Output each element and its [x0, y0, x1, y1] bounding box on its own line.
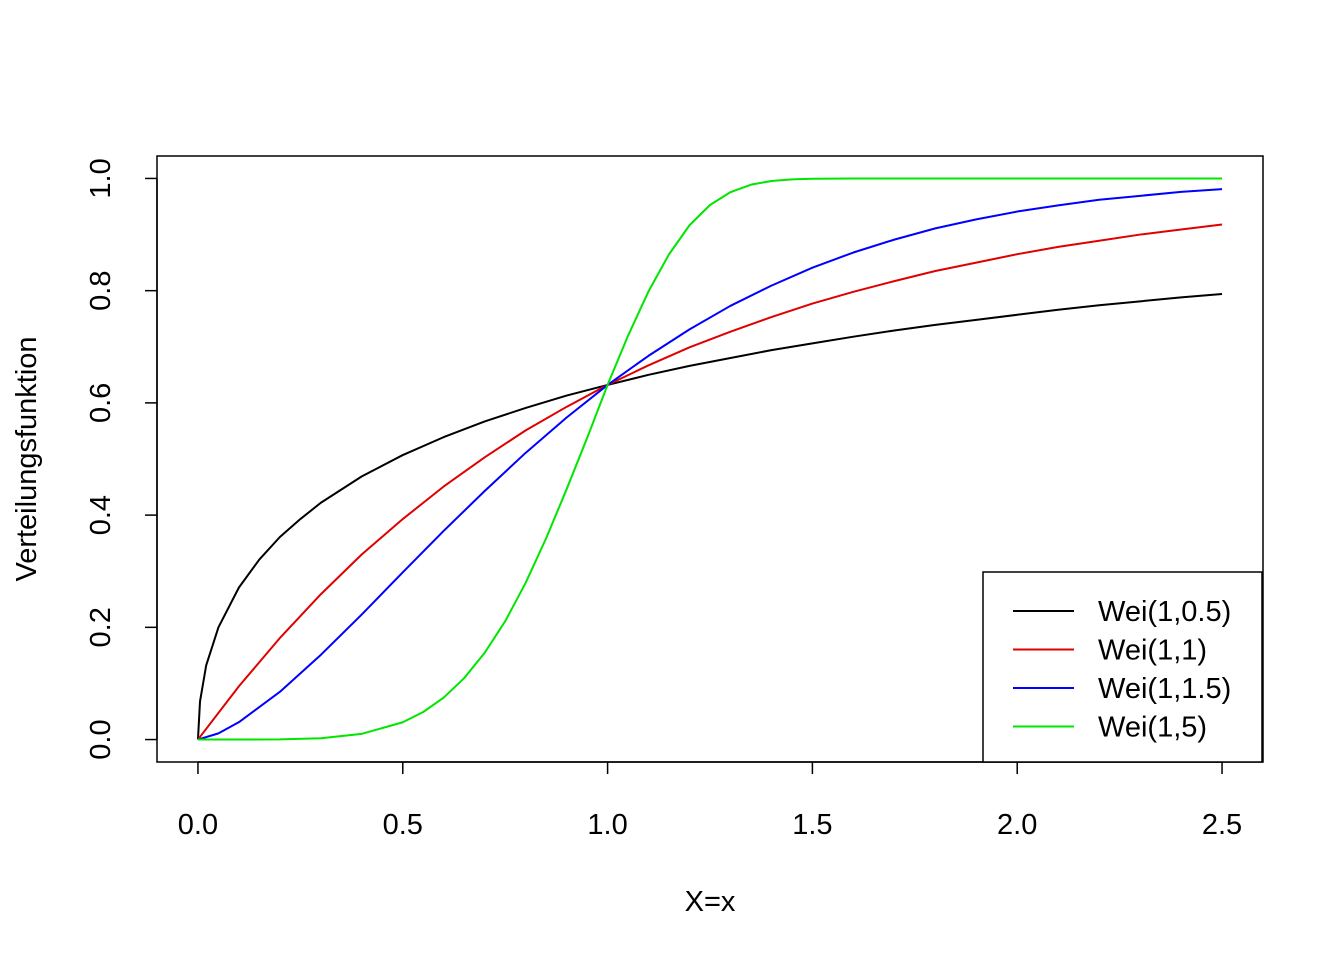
x-axis-title: X=x [685, 886, 736, 918]
y-tick-label: 0.4 [85, 495, 117, 535]
legend-label-2: Wei(1,1.5) [1098, 673, 1231, 705]
x-tick-label: 0.0 [178, 809, 218, 841]
y-axis: 0.0 0.2 0.4 0.6 0.8 1.0 [85, 158, 158, 760]
x-tick-label: 2.5 [1202, 809, 1242, 841]
y-tick-label: 0.6 [85, 383, 117, 423]
legend-label-1: Wei(1,1) [1098, 635, 1207, 667]
x-tick-label: 1.5 [792, 809, 832, 841]
series-layer [196, 177, 1223, 741]
y-tick-label: 0.2 [85, 607, 117, 647]
series-line-1 [197, 223, 1223, 741]
x-tick-label: 1.0 [587, 809, 627, 841]
x-axis: 0.0 0.5 1.0 1.5 2.0 2.5 [178, 761, 1242, 841]
legend: Wei(1,0.5) Wei(1,1) Wei(1,1.5) Wei(1,5) [982, 571, 1263, 763]
legend-box [982, 571, 1263, 763]
y-axis-title: Verteilungsfunktion [11, 336, 43, 581]
y-tick-label: 1.0 [85, 158, 117, 198]
y-tick-label: 0.8 [85, 271, 117, 311]
legend-label-0: Wei(1,0.5) [1098, 596, 1231, 628]
x-tick-label: 0.5 [383, 809, 423, 841]
y-tick-label: 0.0 [85, 719, 117, 759]
series-line-3 [197, 177, 1223, 741]
series-line-2 [197, 188, 1223, 741]
x-tick-label: 2.0 [997, 809, 1037, 841]
legend-label-3: Wei(1,5) [1098, 712, 1207, 744]
